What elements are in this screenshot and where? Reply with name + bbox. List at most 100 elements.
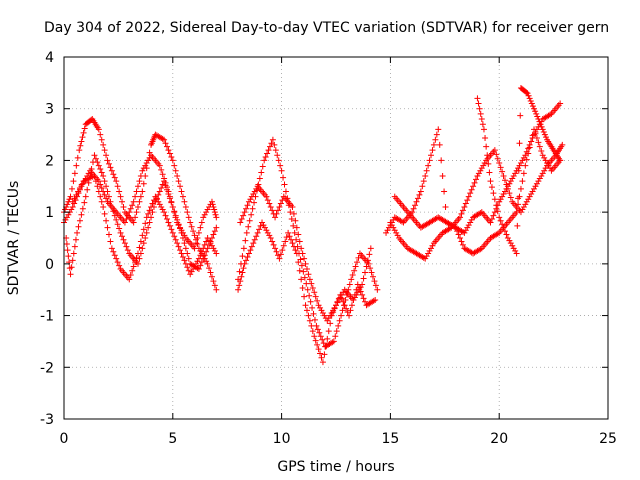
data-point	[316, 329, 323, 336]
data-point	[296, 238, 303, 245]
data-point	[514, 222, 521, 229]
data-point	[478, 116, 485, 123]
data-point	[537, 121, 544, 128]
data-point	[98, 136, 105, 143]
data-point	[340, 298, 347, 305]
data-point	[467, 190, 474, 197]
data-point	[290, 243, 297, 250]
data-point	[73, 191, 80, 198]
data-point	[317, 350, 324, 357]
data-point	[441, 188, 448, 195]
data-point	[371, 278, 378, 285]
data-point	[103, 183, 110, 190]
data-point	[512, 170, 519, 177]
data-point	[70, 178, 77, 185]
data-point	[410, 205, 417, 212]
data-point	[66, 196, 73, 203]
data-point	[172, 167, 179, 174]
data-point	[163, 186, 170, 193]
data-point	[538, 147, 545, 154]
data-point	[76, 147, 83, 154]
data-point	[130, 263, 137, 270]
data-point	[310, 310, 317, 317]
data-point	[368, 269, 375, 276]
data-point	[161, 136, 168, 143]
data-point	[165, 191, 172, 198]
data-point	[239, 253, 246, 260]
data-point	[280, 242, 287, 249]
data-point	[428, 245, 435, 252]
data-point	[140, 226, 147, 233]
data-point	[499, 168, 506, 175]
data-point	[181, 198, 188, 205]
data-point	[91, 152, 98, 159]
data-point	[100, 141, 107, 148]
data-point	[182, 245, 189, 252]
data-point	[312, 337, 319, 344]
data-point	[546, 165, 553, 172]
data-point	[174, 216, 181, 223]
data-marks	[61, 85, 566, 366]
data-point	[283, 234, 290, 241]
data-point	[483, 143, 490, 150]
data-point	[455, 231, 462, 238]
data-point	[337, 291, 344, 298]
data-point	[245, 198, 252, 205]
data-point	[132, 214, 139, 221]
data-point	[298, 276, 305, 283]
data-point	[528, 100, 535, 107]
data-point	[311, 289, 318, 296]
data-point	[262, 153, 269, 160]
data-point	[259, 219, 266, 226]
data-point	[251, 236, 258, 243]
data-point	[259, 163, 266, 170]
data-point	[335, 322, 342, 329]
data-point	[475, 100, 482, 107]
data-point	[211, 247, 218, 254]
data-point	[267, 203, 274, 210]
data-point	[132, 193, 139, 200]
data-point	[184, 250, 191, 257]
data-point	[239, 269, 246, 276]
data-point	[470, 183, 477, 190]
data-point	[412, 202, 419, 209]
data-point	[269, 136, 276, 143]
data-point	[526, 144, 533, 151]
data-point	[298, 245, 305, 252]
data-point	[478, 165, 485, 172]
data-point	[78, 211, 85, 218]
data-point	[256, 175, 263, 182]
data-point	[267, 235, 274, 241]
data-point	[168, 226, 175, 233]
data-point	[457, 235, 464, 241]
data-point	[493, 151, 500, 158]
data-point	[293, 236, 300, 243]
data-point	[474, 172, 481, 179]
data-point	[425, 162, 432, 169]
data-point	[531, 126, 538, 133]
data-point	[507, 178, 514, 185]
data-point	[213, 214, 220, 221]
data-point	[163, 216, 170, 223]
data-point	[110, 171, 117, 178]
x-tick-label: 20	[490, 431, 508, 447]
data-point	[318, 354, 325, 361]
data-point	[179, 193, 186, 200]
data-point	[119, 233, 126, 240]
data-point	[315, 346, 322, 353]
data-point	[210, 231, 217, 238]
data-point	[68, 185, 75, 192]
data-point	[343, 305, 350, 312]
data-point	[174, 240, 181, 247]
y-tick-label: 0	[45, 257, 54, 273]
data-point	[84, 186, 91, 193]
data-point	[525, 92, 532, 99]
data-point	[75, 223, 82, 230]
data-point	[206, 237, 213, 244]
data-point	[317, 304, 324, 311]
data-point	[276, 203, 283, 210]
data-point	[241, 209, 248, 216]
data-point	[340, 289, 347, 296]
series-track-d	[69, 172, 220, 283]
data-point	[302, 260, 309, 267]
